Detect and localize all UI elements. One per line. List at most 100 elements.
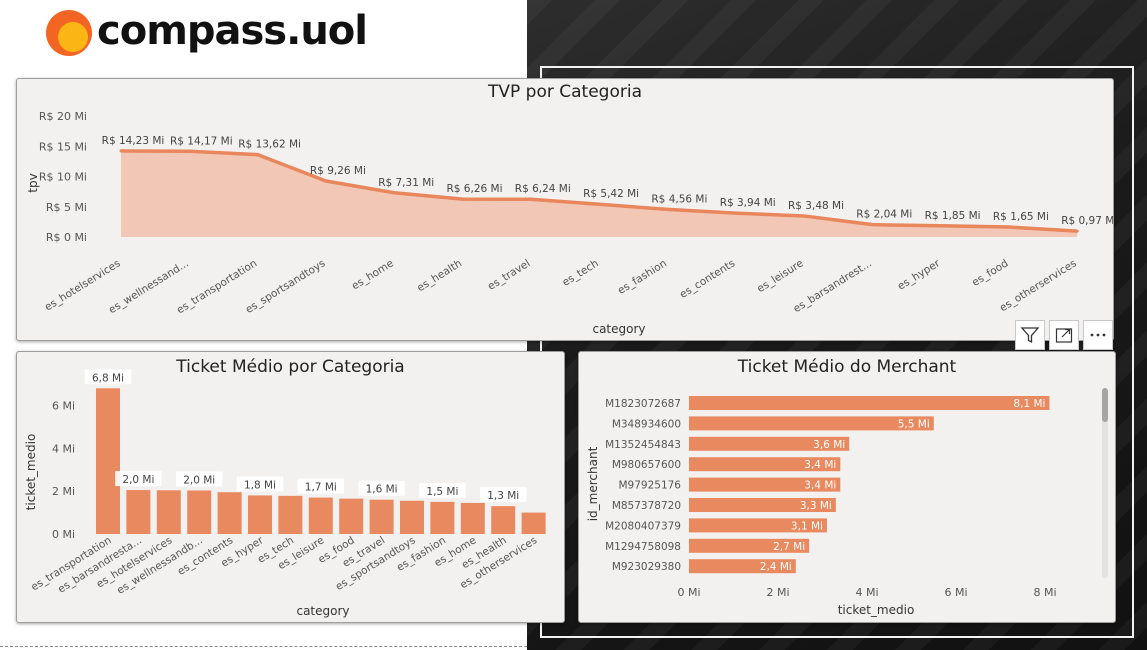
y-tick-label: 4 Mi bbox=[52, 442, 75, 455]
ticket-categoria-bar bbox=[369, 499, 394, 534]
x-tick-label: es_health bbox=[415, 257, 464, 294]
x-axis-title: category bbox=[592, 322, 645, 336]
ticket-merchant-data-label: 5,5 Mi bbox=[898, 418, 930, 430]
data-label-background bbox=[419, 482, 466, 498]
ticket-categoria-data-label: 1,5 Mi bbox=[426, 486, 458, 498]
merchant-scrollbar[interactable] bbox=[1102, 388, 1108, 578]
y-tick-label: R$ 5 Mi bbox=[46, 201, 87, 214]
tvp-data-label: R$ 6,26 Mi bbox=[446, 183, 502, 195]
tvp-data-label: R$ 4,56 Mi bbox=[651, 193, 707, 205]
data-label-background bbox=[358, 480, 405, 496]
tvp-data-point bbox=[1007, 225, 1011, 229]
tvp-data-label: R$ 13,62 Mi bbox=[238, 139, 301, 151]
x-tick-label: es_home bbox=[350, 257, 396, 292]
x-tick-label: es_tech bbox=[560, 257, 600, 288]
tvp-data-label: R$ 1,65 Mi bbox=[993, 211, 1049, 223]
ticket-categoria-bar bbox=[248, 495, 272, 534]
compass-uol-logo: compass.uol bbox=[45, 6, 445, 62]
x-tick-label: es_fashion bbox=[616, 257, 669, 297]
ticket-categoria-data-label: 2,0 Mi bbox=[122, 474, 154, 486]
x-tick-label: es_hyper bbox=[896, 257, 943, 293]
ticket-categoria-data-label: 1,7 Mi bbox=[305, 482, 337, 494]
y-tick-label: M348934600 bbox=[612, 418, 681, 430]
tvp-data-point bbox=[802, 214, 806, 218]
ticket-categoria-bar bbox=[96, 388, 120, 534]
y-tick-label: 0 Mi bbox=[52, 528, 75, 541]
tvp-data-label: R$ 3,94 Mi bbox=[720, 197, 776, 209]
tvp-chart: R$ 0 Mi R$ 5 Mi R$ 10 Mi R$ 15 Mi R$ 20 Mi R$… bbox=[26, 110, 1113, 336]
ticket-categoria-bar bbox=[430, 501, 455, 534]
ticket-merchant-title: Ticket Médio do Merchant bbox=[737, 357, 957, 377]
tvp-data-point bbox=[529, 197, 533, 201]
y-tick-label: 6 Mi bbox=[52, 399, 75, 412]
y-axis-title: ticket_medio bbox=[24, 434, 38, 511]
ticket-merchant-bar bbox=[689, 396, 1050, 410]
ticket-merchant-bar bbox=[689, 457, 841, 472]
ticket-categoria-data-label: 1,8 Mi bbox=[244, 479, 276, 491]
data-label-background bbox=[480, 487, 527, 503]
tvp-data-point bbox=[939, 224, 943, 228]
y-tick-label: M857378720 bbox=[612, 500, 681, 512]
ticket-merchant-panel[interactable]: Ticket Médio do Merchant M1823072687 8,1 … bbox=[578, 351, 1116, 623]
ticket-merchant-bar bbox=[689, 436, 850, 451]
logo-word: compass bbox=[97, 8, 287, 54]
tvp-data-label: R$ 1,85 Mi bbox=[925, 210, 981, 222]
focus-mode-icon bbox=[1055, 328, 1073, 343]
divider-line bbox=[0, 646, 527, 647]
ticket-categoria-data-label: 2,0 Mi bbox=[183, 475, 215, 487]
x-tick-label: es_contents bbox=[678, 257, 738, 300]
tvp-data-label: R$ 0,97 Mi bbox=[1061, 215, 1113, 227]
focus-mode-button[interactable] bbox=[1049, 320, 1079, 350]
tvp-data-point bbox=[119, 149, 123, 153]
ticket-merchant-data-label: 2,7 Mi bbox=[773, 541, 805, 553]
y-axis-title: id_merchant bbox=[586, 446, 600, 521]
more-options-button[interactable] bbox=[1083, 320, 1113, 350]
y-tick-label: R$ 20 Mi bbox=[39, 110, 87, 123]
ticket-merchant-data-label: 2,4 Mi bbox=[760, 561, 792, 573]
ticket-merchant-bar bbox=[689, 559, 796, 574]
filter-button[interactable] bbox=[1015, 320, 1045, 350]
x-tick-label: es_travel bbox=[486, 257, 533, 292]
y-tick-label: M1294758098 bbox=[605, 541, 681, 553]
x-tick-label: es_otherservices bbox=[998, 257, 1079, 314]
ticket-merchant-data-label: 3,3 Mi bbox=[800, 500, 832, 512]
data-label-background bbox=[297, 478, 344, 494]
data-label-background bbox=[236, 476, 284, 492]
tvp-data-label: R$ 14,23 Mi bbox=[102, 135, 165, 147]
tvp-chart-title: TVP por Categoria bbox=[488, 82, 642, 102]
ticket-merchant-bar bbox=[689, 498, 836, 512]
ticket-categoria-panel[interactable]: Ticket Médio por Categoria 0 Mi 2 Mi 4 Mi 6… bbox=[16, 351, 565, 623]
ticket-categoria-data-label: 1,6 Mi bbox=[366, 484, 398, 496]
ticket-merchant-bar bbox=[689, 477, 841, 492]
logo-text: compass.uol bbox=[97, 8, 368, 54]
ticket-categoria-data-label: 6,8 Mi bbox=[92, 372, 124, 384]
ticket-merchant-data-label: 3,4 Mi bbox=[804, 480, 836, 492]
x-tick-label: 8 Mi bbox=[1033, 586, 1056, 599]
data-label-background bbox=[115, 471, 162, 487]
ticket-categoria-bar bbox=[521, 512, 546, 534]
ticket-merchant-data-label: 8,1 Mi bbox=[1013, 398, 1045, 410]
ticket-merchant-bar bbox=[689, 538, 810, 553]
tvp-data-point bbox=[665, 207, 669, 211]
y-tick-label: R$ 0 Mi bbox=[46, 231, 87, 244]
ticket-categoria-bar bbox=[187, 490, 212, 534]
x-axis-title: ticket_medio bbox=[838, 603, 915, 617]
ticket-categoria-bar bbox=[339, 498, 364, 534]
y-tick-label: 2 Mi bbox=[52, 485, 75, 498]
ticket-categoria-bar bbox=[217, 492, 242, 534]
visual-toolbar bbox=[1015, 320, 1113, 350]
filter-icon bbox=[1020, 327, 1040, 344]
tvp-chart-panel[interactable]: TVP por Categoria R$ 0 Mi R$ 5 Mi R$ 10 Mi… bbox=[16, 78, 1114, 341]
y-tick-label: R$ 15 Mi bbox=[39, 140, 87, 153]
tvp-data-point bbox=[324, 179, 328, 183]
tvp-data-label: R$ 7,31 Mi bbox=[378, 177, 434, 189]
more-options-icon bbox=[1090, 333, 1106, 337]
tvp-data-point bbox=[870, 223, 874, 227]
tvp-data-point bbox=[461, 197, 464, 201]
scrollbar-thumb[interactable] bbox=[1102, 388, 1108, 422]
ticket-merchant-bar bbox=[689, 416, 934, 431]
data-label-background bbox=[176, 471, 223, 487]
tvp-data-point bbox=[597, 202, 601, 206]
y-tick-label: R$ 10 Mi bbox=[39, 171, 87, 184]
tvp-data-point bbox=[187, 149, 191, 153]
